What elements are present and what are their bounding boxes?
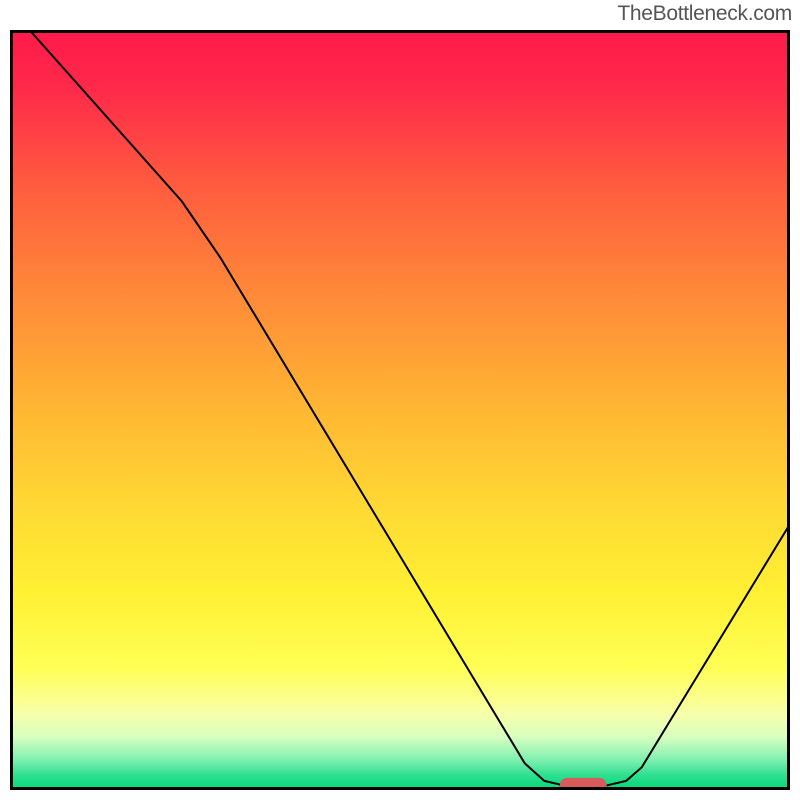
chart-background <box>10 30 790 790</box>
chart-svg <box>10 30 790 790</box>
bottleneck-chart <box>10 30 790 790</box>
site-watermark: TheBottleneck.com <box>617 2 792 26</box>
